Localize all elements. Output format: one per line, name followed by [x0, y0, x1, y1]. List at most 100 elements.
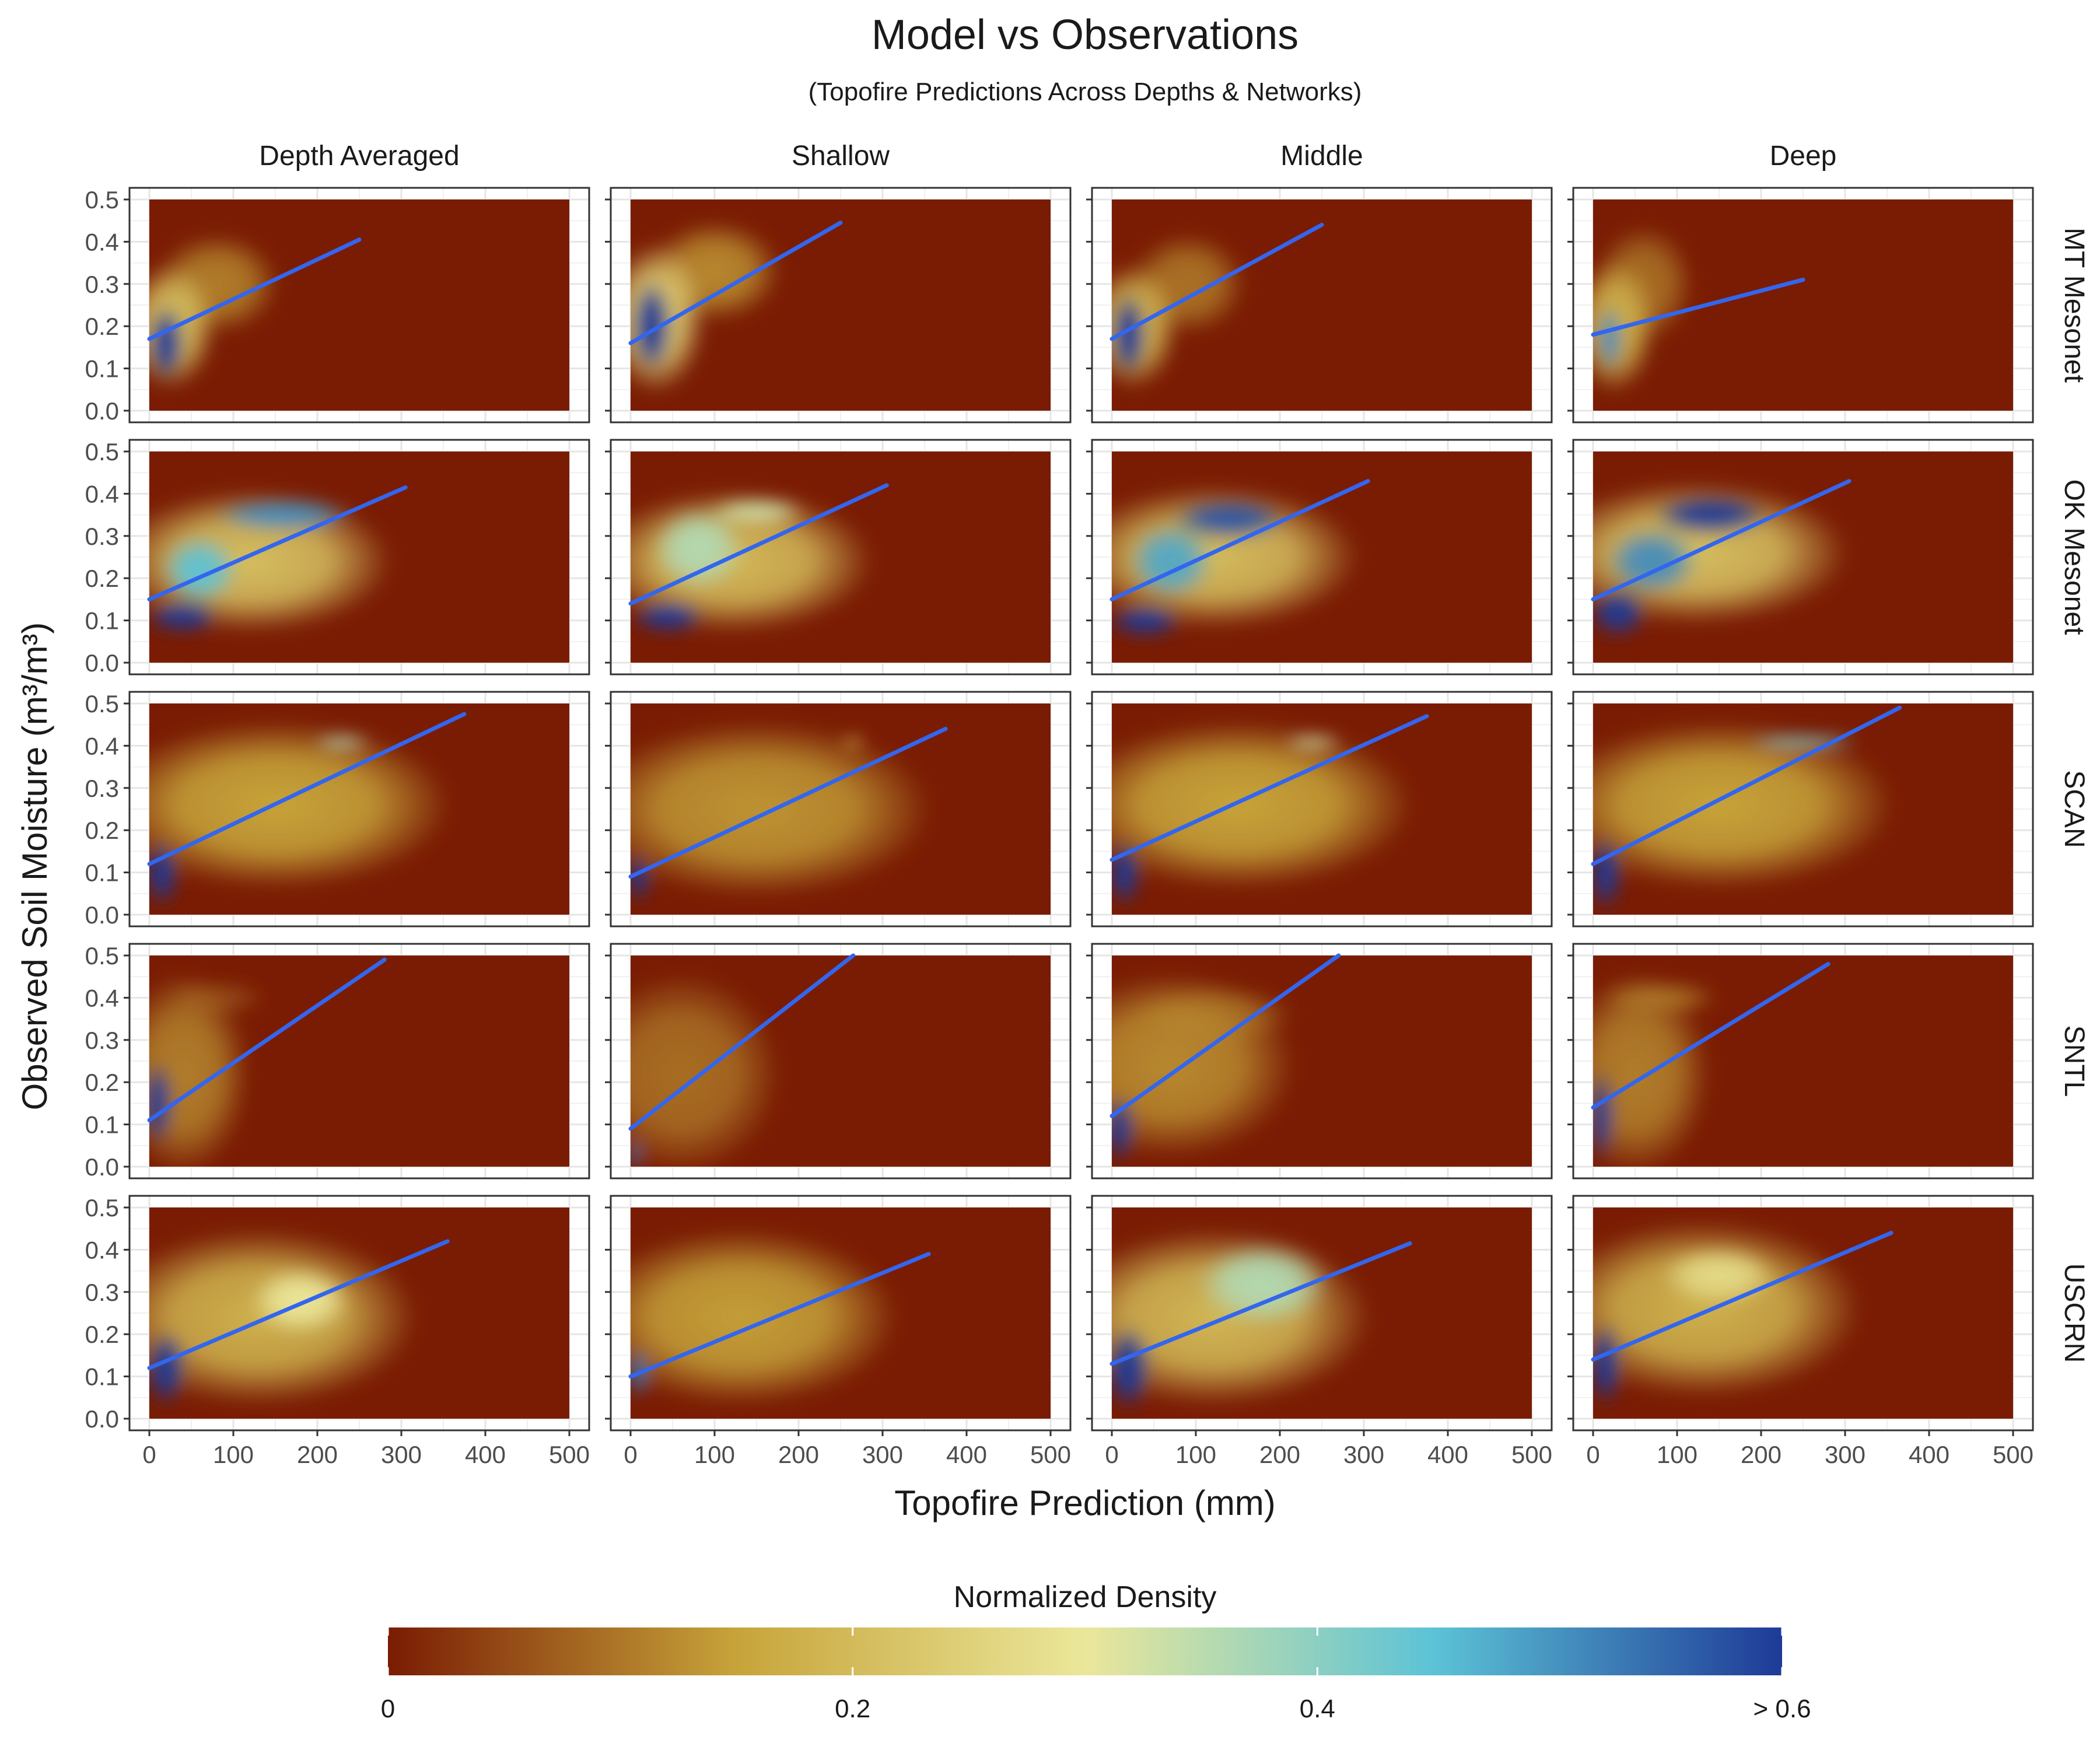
x-tick-label: 500	[1030, 1441, 1071, 1468]
y-tick-label: 0.2	[85, 565, 119, 592]
density-blob	[1112, 292, 1147, 377]
density-blob	[631, 1137, 642, 1167]
panel-border	[1572, 187, 2034, 424]
y-tick-label: 0.0	[85, 397, 119, 425]
density-blob	[149, 599, 221, 634]
density-raster	[149, 956, 569, 1167]
y-tick-label: 0.0	[85, 901, 119, 929]
fit-line	[1591, 961, 1831, 1110]
x-tick-label: 0	[142, 1441, 156, 1468]
density-raster	[1112, 452, 1532, 663]
y-tick-label: 0.5	[85, 438, 119, 466]
density-raster	[1112, 956, 1532, 1167]
panel-sntl-shallow	[605, 943, 1072, 1180]
x-tick-label: 100	[1175, 1441, 1216, 1468]
y-tick-label: 0.4	[85, 480, 119, 508]
panel-scan-depth-averaged: 0.0 0.1 0.2 0.3 0.4 0.5	[85, 690, 590, 929]
panel-border	[128, 691, 590, 928]
density-blob	[1605, 527, 1698, 596]
x-tick-label: 400	[465, 1441, 506, 1468]
density-blob	[162, 536, 238, 604]
fit-line	[1110, 479, 1370, 601]
density-blobs	[631, 720, 933, 902]
density-blobs	[149, 233, 280, 390]
column-strip-deep: Deep	[1770, 141, 1837, 172]
chart-title: Model vs Observations	[872, 12, 1298, 58]
fit-line	[628, 1252, 931, 1379]
density-blobs	[149, 489, 393, 634]
y-tick-label: 0.3	[85, 271, 119, 298]
y-tick-label: 0.5	[85, 942, 119, 970]
density-blob	[631, 599, 706, 634]
x-tick-label: 300	[1825, 1441, 1866, 1468]
row-strip-mt-mesonet: MT Mesonet	[2059, 228, 2090, 383]
column-strip-depth-averaged: Depth Averaged	[259, 141, 459, 172]
density-blob	[250, 1266, 351, 1335]
y-tick-label: 0.2	[85, 313, 119, 340]
y-tick-label: 0.5	[85, 690, 119, 718]
panel-uscrn-middle: 0 100 200 300 400 500	[1086, 1195, 1553, 1468]
density-blob	[1112, 972, 1297, 1158]
panel-border	[610, 187, 1072, 424]
panel-scan-shallow	[605, 691, 1072, 928]
row-strip-sntl: SNTL	[2059, 1026, 2090, 1097]
panel-border	[1572, 1195, 2034, 1432]
density-blobs	[1112, 233, 1247, 390]
density-blobs	[1593, 1220, 1862, 1406]
panel-scan-deep	[1567, 691, 2034, 928]
x-tick-label: 300	[1343, 1441, 1384, 1468]
panel-border	[1091, 691, 1553, 928]
density-blob	[1170, 498, 1289, 541]
panel-border	[610, 943, 1072, 1180]
fit-line	[147, 1239, 450, 1370]
density-blob	[1284, 735, 1343, 748]
fit-line	[628, 220, 843, 345]
density-blob	[1593, 1321, 1623, 1406]
density-blobs	[149, 1228, 418, 1406]
x-tick-label: 500	[549, 1441, 590, 1468]
fit-line	[1591, 278, 1805, 337]
y-tick-label: 0.1	[85, 607, 119, 635]
y-tick-label: 0.1	[85, 859, 119, 887]
fit-line	[147, 485, 408, 601]
fit-line	[1110, 953, 1341, 1118]
panel-mt-mesonet-deep	[1567, 187, 2034, 424]
y-tick-label: 0.0	[85, 1405, 119, 1433]
density-raster	[1112, 704, 1532, 915]
panel-uscrn-deep: 0 100 200 300 400 500	[1567, 1195, 2034, 1468]
colorbar: 0 0.2 0.4 > 0.6	[381, 1628, 1811, 1723]
density-blob	[841, 736, 866, 747]
y-tick-label: 0.1	[85, 1363, 119, 1391]
y-tick-label: 0.0	[85, 649, 119, 677]
panel-mt-mesonet-shallow	[605, 187, 1072, 424]
y-tick-label: 0.3	[85, 1027, 119, 1054]
density-raster	[631, 956, 1051, 1167]
density-blob	[1660, 1245, 1778, 1305]
y-tick-label: 0.1	[85, 355, 119, 383]
fit-line	[628, 483, 889, 606]
density-blobs	[631, 220, 782, 394]
density-blobs	[631, 1228, 900, 1406]
y-tick-label: 0.4	[85, 732, 119, 760]
panel-ok-mesonet-middle	[1086, 439, 1553, 676]
density-blob	[1744, 735, 1862, 748]
density-blob	[652, 506, 744, 591]
panel-border	[1091, 439, 1553, 676]
density-blobs	[631, 489, 874, 634]
x-tick-label: 400	[1909, 1441, 1950, 1468]
x-tick-label: 300	[862, 1441, 903, 1468]
colorbar-title: Normalized Density	[954, 1580, 1217, 1614]
y-tick-label: 0.3	[85, 1279, 119, 1306]
density-raster	[1593, 1208, 2013, 1419]
x-tick-label: 100	[694, 1441, 735, 1468]
x-tick-label: 400	[946, 1441, 987, 1468]
y-tick-label: 0.3	[85, 523, 119, 550]
density-blob	[1593, 1220, 1862, 1398]
panel-uscrn-shallow: 0 100 200 300 400 500	[605, 1195, 1072, 1468]
density-blobs	[1593, 481, 1850, 638]
x-tick-label: 200	[1741, 1441, 1782, 1468]
fit-line	[147, 957, 387, 1122]
panel-mt-mesonet-depth-averaged: 0.0 0.1 0.2 0.3 0.4 0.5	[85, 186, 590, 425]
density-raster	[1112, 1208, 1532, 1419]
panel-border	[128, 187, 590, 424]
